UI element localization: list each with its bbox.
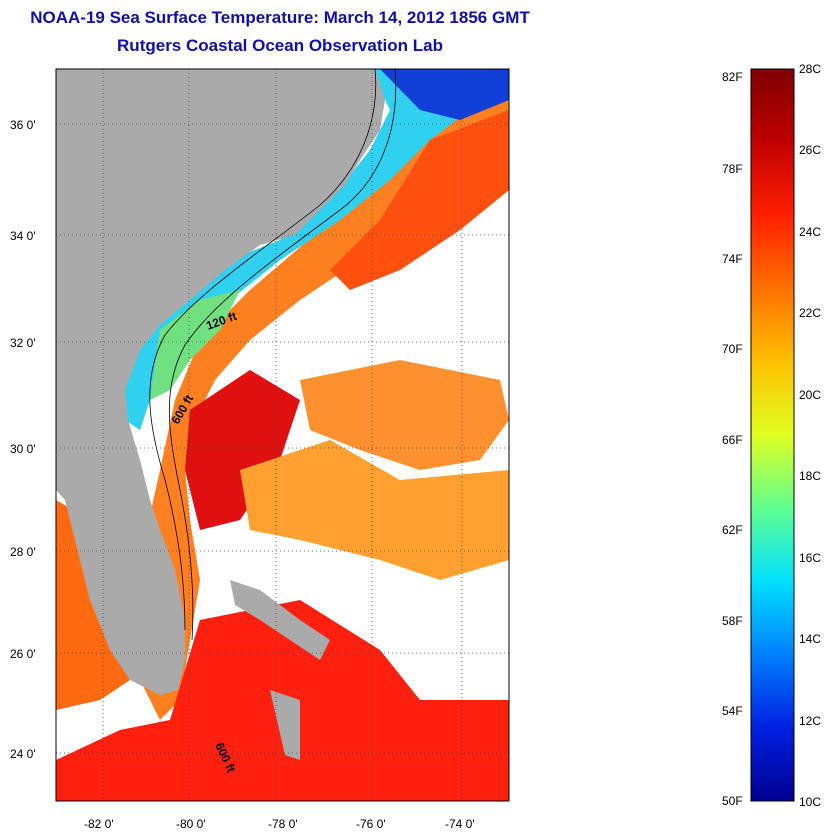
colorbar-c-label: 24C: [799, 225, 822, 239]
colorbar-c-label: 28C: [799, 62, 822, 76]
lat-tick-label: 30 0': [10, 442, 36, 456]
bahamas-island: [270, 690, 300, 760]
lon-tick-label: -78 0': [268, 817, 298, 831]
map-frame: [55, 68, 510, 802]
land-mass: [56, 69, 385, 695]
colorbar-c-label: 18C: [799, 469, 822, 483]
colorbar-f-label: 78F: [722, 162, 743, 176]
colorbar-f-label: 62F: [722, 523, 743, 537]
depth-contour: [149, 69, 377, 631]
depth-contour: [168, 69, 397, 641]
hot-core: [185, 370, 300, 530]
map-title: NOAA-19 Sea Surface Temperature: March 1…: [30, 8, 530, 27]
lon-tick-label: -80 0': [176, 817, 206, 831]
lon-tick-label: -74 0': [445, 817, 475, 831]
warm-patch: [300, 360, 509, 470]
lat-tick-label: 34 0': [10, 229, 36, 243]
gulf-stream: [330, 110, 509, 290]
colorbar-c-label: 12C: [799, 714, 822, 728]
latitude-labels: 36 0' 34 0' 32 0' 30 0' 28 0' 26 0' 24 0…: [10, 118, 36, 761]
lat-tick-label: 28 0': [10, 545, 36, 559]
colorbar-c-label: 20C: [799, 388, 822, 402]
bahamas-island: [230, 580, 330, 660]
colorbar-f-label: 58F: [722, 614, 743, 628]
colorbar-f-label: 82F: [722, 70, 743, 84]
colorbar-f-label: 66F: [722, 433, 743, 447]
colorbar-f-label: 54F: [722, 704, 743, 718]
cold-water: [380, 69, 509, 120]
longitude-labels: -82 0' -80 0' -78 0' -76 0' -74 0': [84, 817, 475, 831]
colorbar-c-label: 22C: [799, 306, 822, 320]
colorbar-f-label: 50F: [722, 794, 743, 808]
colorbar-c-label: 16C: [799, 551, 822, 565]
warm-patch: [240, 440, 509, 580]
colorbar-f-label: 74F: [722, 252, 743, 266]
colorbar-f-label: 70F: [722, 342, 743, 356]
lat-tick-label: 26 0': [10, 647, 36, 661]
colorbar-c-label: 14C: [799, 632, 822, 646]
lat-tick-label: 24 0': [10, 747, 36, 761]
lon-tick-label: -82 0': [84, 817, 114, 831]
lat-tick-label: 32 0': [10, 336, 36, 350]
colorbar-c-label: 10C: [799, 795, 822, 809]
lat-tick-label: 36 0': [10, 118, 36, 132]
colorbar-c-label: 26C: [799, 143, 822, 157]
colorbar: [750, 68, 795, 802]
cool-water: [150, 290, 240, 400]
map-body: 120 ft 600 ft 600 ft: [56, 69, 509, 801]
lon-tick-label: -76 0': [356, 817, 386, 831]
map-subtitle: Rutgers Coastal Ocean Observation Lab: [117, 36, 443, 55]
